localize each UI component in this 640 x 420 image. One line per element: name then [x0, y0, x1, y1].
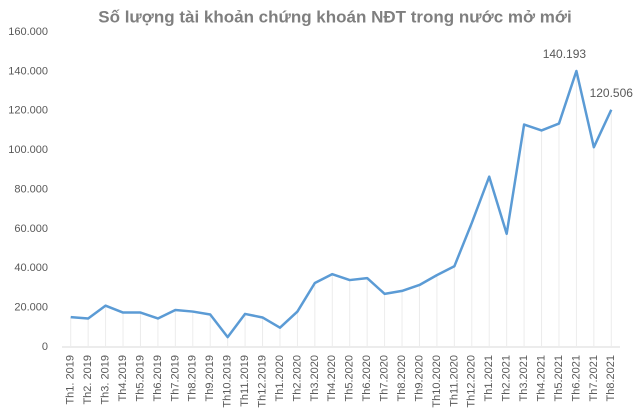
x-tick-label: Th5.2020 — [344, 355, 356, 401]
x-tick-label: Th1.2021 — [483, 355, 495, 401]
y-tick-label: 120.000 — [8, 105, 48, 117]
x-tick-label: Th8.2019 — [187, 355, 199, 401]
line-series — [70, 69, 613, 339]
x-tick-label: Th1.2020 — [274, 355, 286, 401]
x-tick-label: Th9.2020 — [413, 355, 425, 401]
y-tick-label: 60.000 — [14, 223, 48, 235]
x-tick-label: Th2.2020 — [291, 355, 303, 401]
x-tick-label: Th11.2019 — [239, 355, 251, 407]
x-tick-label: Th8.2021 — [605, 355, 617, 401]
x-tick-label: Th9.2019 — [204, 355, 216, 401]
x-tick-label: Th7.2019 — [169, 355, 181, 401]
x-tick-label: Th11.2020 — [448, 355, 460, 407]
x-tick-label: Th5.2021 — [553, 355, 565, 401]
x-tick-label: Th12.2020 — [466, 355, 478, 408]
x-tick-label: Th8.2020 — [396, 355, 408, 401]
y-tick-label: 0 — [42, 341, 48, 353]
x-tick-label: Th3. 2019 — [100, 355, 112, 405]
y-tick-label: 140.000 — [8, 65, 48, 77]
x-tick-label: Th10.2019 — [222, 355, 234, 408]
y-tick-label: 20.000 — [14, 302, 48, 314]
y-tick-label: 80.000 — [14, 183, 48, 195]
x-tick-label: Th4.2019 — [117, 355, 129, 401]
y-tick-label: 160.000 — [8, 26, 48, 38]
x-tick-label: Th1. 2019 — [65, 355, 77, 405]
value-label: 140.193 — [543, 47, 587, 61]
x-tick-label: Th2. 2019 — [82, 355, 94, 405]
x-tick-label: Th7.2021 — [588, 355, 600, 401]
x-tick-label: Th2.2021 — [501, 355, 513, 401]
chart-title: Số lượng tài khoản chứng khoán NĐT trong… — [98, 7, 571, 26]
x-tick-label: Th7.2020 — [379, 355, 391, 401]
x-tick-label: Th6.2020 — [361, 355, 373, 401]
y-tick-label: 40.000 — [14, 262, 48, 274]
x-tick-label: Th4.2020 — [326, 355, 338, 401]
value-label: 120.506 — [590, 86, 634, 100]
x-tick-label: Th12.2019 — [256, 355, 268, 408]
x-tick-label: Th10.2020 — [431, 355, 443, 408]
x-tick-label: Th6.2019 — [152, 355, 164, 401]
x-tick-label: Th3.2021 — [518, 355, 530, 401]
x-tick-label: Th4.2021 — [535, 355, 547, 401]
x-tick-label: Th6.2021 — [570, 355, 582, 401]
x-tick-label: Th5.2019 — [134, 355, 146, 401]
y-tick-label: 100.000 — [8, 144, 48, 156]
x-tick-label: Th3.2020 — [309, 355, 321, 401]
